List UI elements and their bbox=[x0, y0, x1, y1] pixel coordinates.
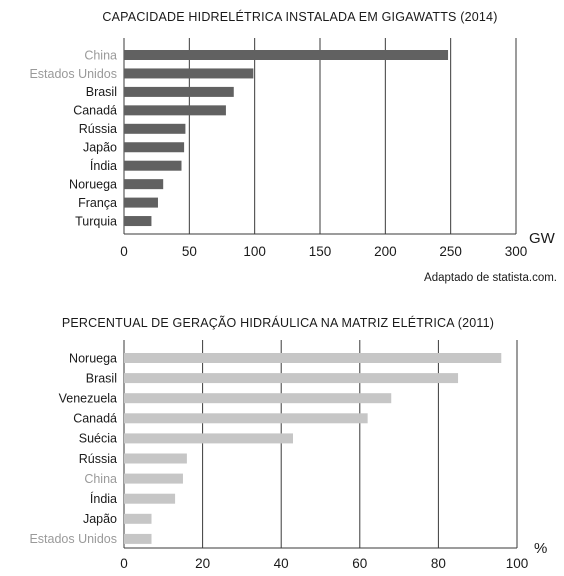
category-label: Venezuela bbox=[59, 392, 117, 406]
bar bbox=[124, 373, 459, 384]
x-unit-label: % bbox=[534, 540, 547, 557]
category-label: China bbox=[84, 48, 117, 62]
category-label: Canadá bbox=[73, 412, 117, 426]
category-label: Noruega bbox=[69, 351, 117, 365]
x-tick-label: 80 bbox=[431, 556, 446, 571]
bar bbox=[124, 197, 158, 208]
bar bbox=[124, 533, 152, 544]
category-label: Japão bbox=[83, 141, 117, 155]
x-tick-label: 0 bbox=[120, 244, 128, 259]
bar bbox=[124, 433, 293, 444]
bar bbox=[124, 493, 176, 504]
source-note: Adaptado de statista.com. bbox=[424, 272, 557, 284]
category-label: Estados Unidos bbox=[29, 67, 117, 81]
x-tick-label: 40 bbox=[274, 556, 289, 571]
x-tick-label: 20 bbox=[195, 556, 210, 571]
x-tick-label: 50 bbox=[182, 244, 197, 259]
bar bbox=[124, 142, 185, 153]
bar bbox=[124, 513, 152, 524]
category-label: Japão bbox=[83, 512, 117, 526]
bar bbox=[124, 216, 152, 227]
category-label: Brasil bbox=[86, 85, 117, 99]
x-tick-label: 60 bbox=[352, 556, 367, 571]
x-tick-label: 150 bbox=[309, 244, 332, 259]
x-unit-label: GW bbox=[529, 230, 556, 247]
x-tick-label: 250 bbox=[439, 244, 462, 259]
category-label: França bbox=[78, 196, 117, 210]
category-label: Rússia bbox=[79, 452, 117, 466]
bar bbox=[124, 123, 186, 134]
x-tick-label: 300 bbox=[505, 244, 528, 259]
hydro-share-chart: PERCENTUAL DE GERAÇÃO HIDRÁULICA NA MATR… bbox=[29, 315, 547, 571]
bar bbox=[124, 473, 183, 484]
bar bbox=[124, 453, 187, 464]
category-label: China bbox=[84, 472, 117, 486]
category-label: Noruega bbox=[69, 177, 117, 191]
chart-title: PERCENTUAL DE GERAÇÃO HIDRÁULICA NA MATR… bbox=[62, 315, 494, 330]
category-label: Índia bbox=[90, 491, 117, 506]
hydro-capacity-chart: CAPACIDADE HIDRELÉTRICA INSTALADA EM GIG… bbox=[29, 9, 557, 284]
category-label: Canadá bbox=[73, 104, 117, 118]
bar bbox=[124, 86, 234, 97]
bar bbox=[124, 68, 254, 79]
category-label: Brasil bbox=[86, 371, 117, 385]
bar bbox=[124, 179, 164, 190]
chart-title: CAPACIDADE HIDRELÉTRICA INSTALADA EM GIG… bbox=[102, 9, 497, 24]
category-label: Índia bbox=[90, 158, 117, 173]
bar bbox=[124, 393, 392, 404]
x-tick-label: 100 bbox=[243, 244, 266, 259]
category-label: Rússia bbox=[79, 122, 117, 136]
x-tick-label: 200 bbox=[374, 244, 397, 259]
category-label: Turquia bbox=[75, 214, 117, 228]
bar bbox=[124, 353, 502, 363]
bar bbox=[124, 105, 226, 116]
bar bbox=[124, 160, 182, 171]
x-tick-label: 100 bbox=[506, 556, 529, 571]
x-tick-label: 0 bbox=[120, 556, 128, 571]
category-label: Suécia bbox=[79, 432, 117, 446]
bar bbox=[124, 50, 449, 60]
category-label: Estados Unidos bbox=[29, 532, 117, 546]
bar bbox=[124, 413, 368, 424]
